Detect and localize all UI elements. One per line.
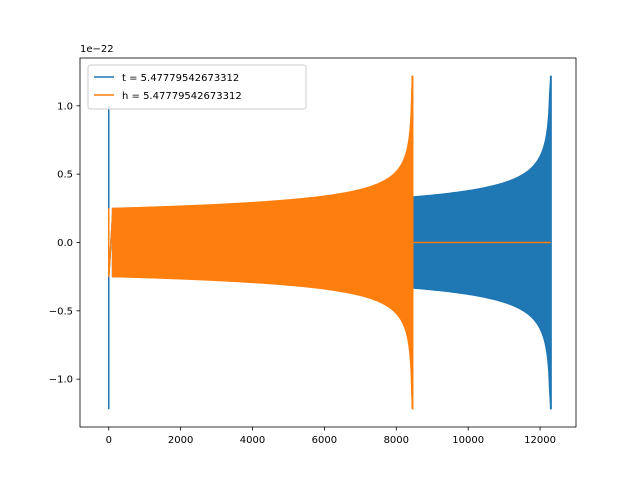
x-tick-label: 10000 <box>452 435 484 446</box>
x-tick-label: 4000 <box>240 435 265 446</box>
series-layer <box>108 75 552 410</box>
series-1-ramp <box>108 208 114 277</box>
x-tick-label: 6000 <box>312 435 337 446</box>
x-tick-label: 8000 <box>384 435 409 446</box>
x-tick-label: 2000 <box>168 435 193 446</box>
legend-entry: h = 5.47779542673312 <box>122 91 242 102</box>
x-axis: 0 2000 4000 6000 8000 10000 12000 <box>106 427 556 446</box>
y-offset-label: 1e−22 <box>80 44 114 55</box>
series-1 <box>108 75 551 410</box>
y-axis: −1.0 −0.5 0.0 0.5 1.0 <box>49 101 80 386</box>
y-tick-label: −0.5 <box>49 306 73 317</box>
series-1-band <box>111 75 413 410</box>
legend: t = 5.47779542673312 h = 5.47779542673312 <box>87 64 307 110</box>
y-tick-label: 0.5 <box>57 170 73 181</box>
legend-box <box>87 64 307 110</box>
x-tick-label: 12000 <box>524 435 556 446</box>
y-tick-label: 1.0 <box>57 101 73 112</box>
y-tick-label: −1.0 <box>49 375 73 386</box>
y-tick-label: 0.0 <box>57 238 73 249</box>
x-tick-label: 0 <box>106 435 112 446</box>
legend-entry: t = 5.47779542673312 <box>122 73 239 84</box>
